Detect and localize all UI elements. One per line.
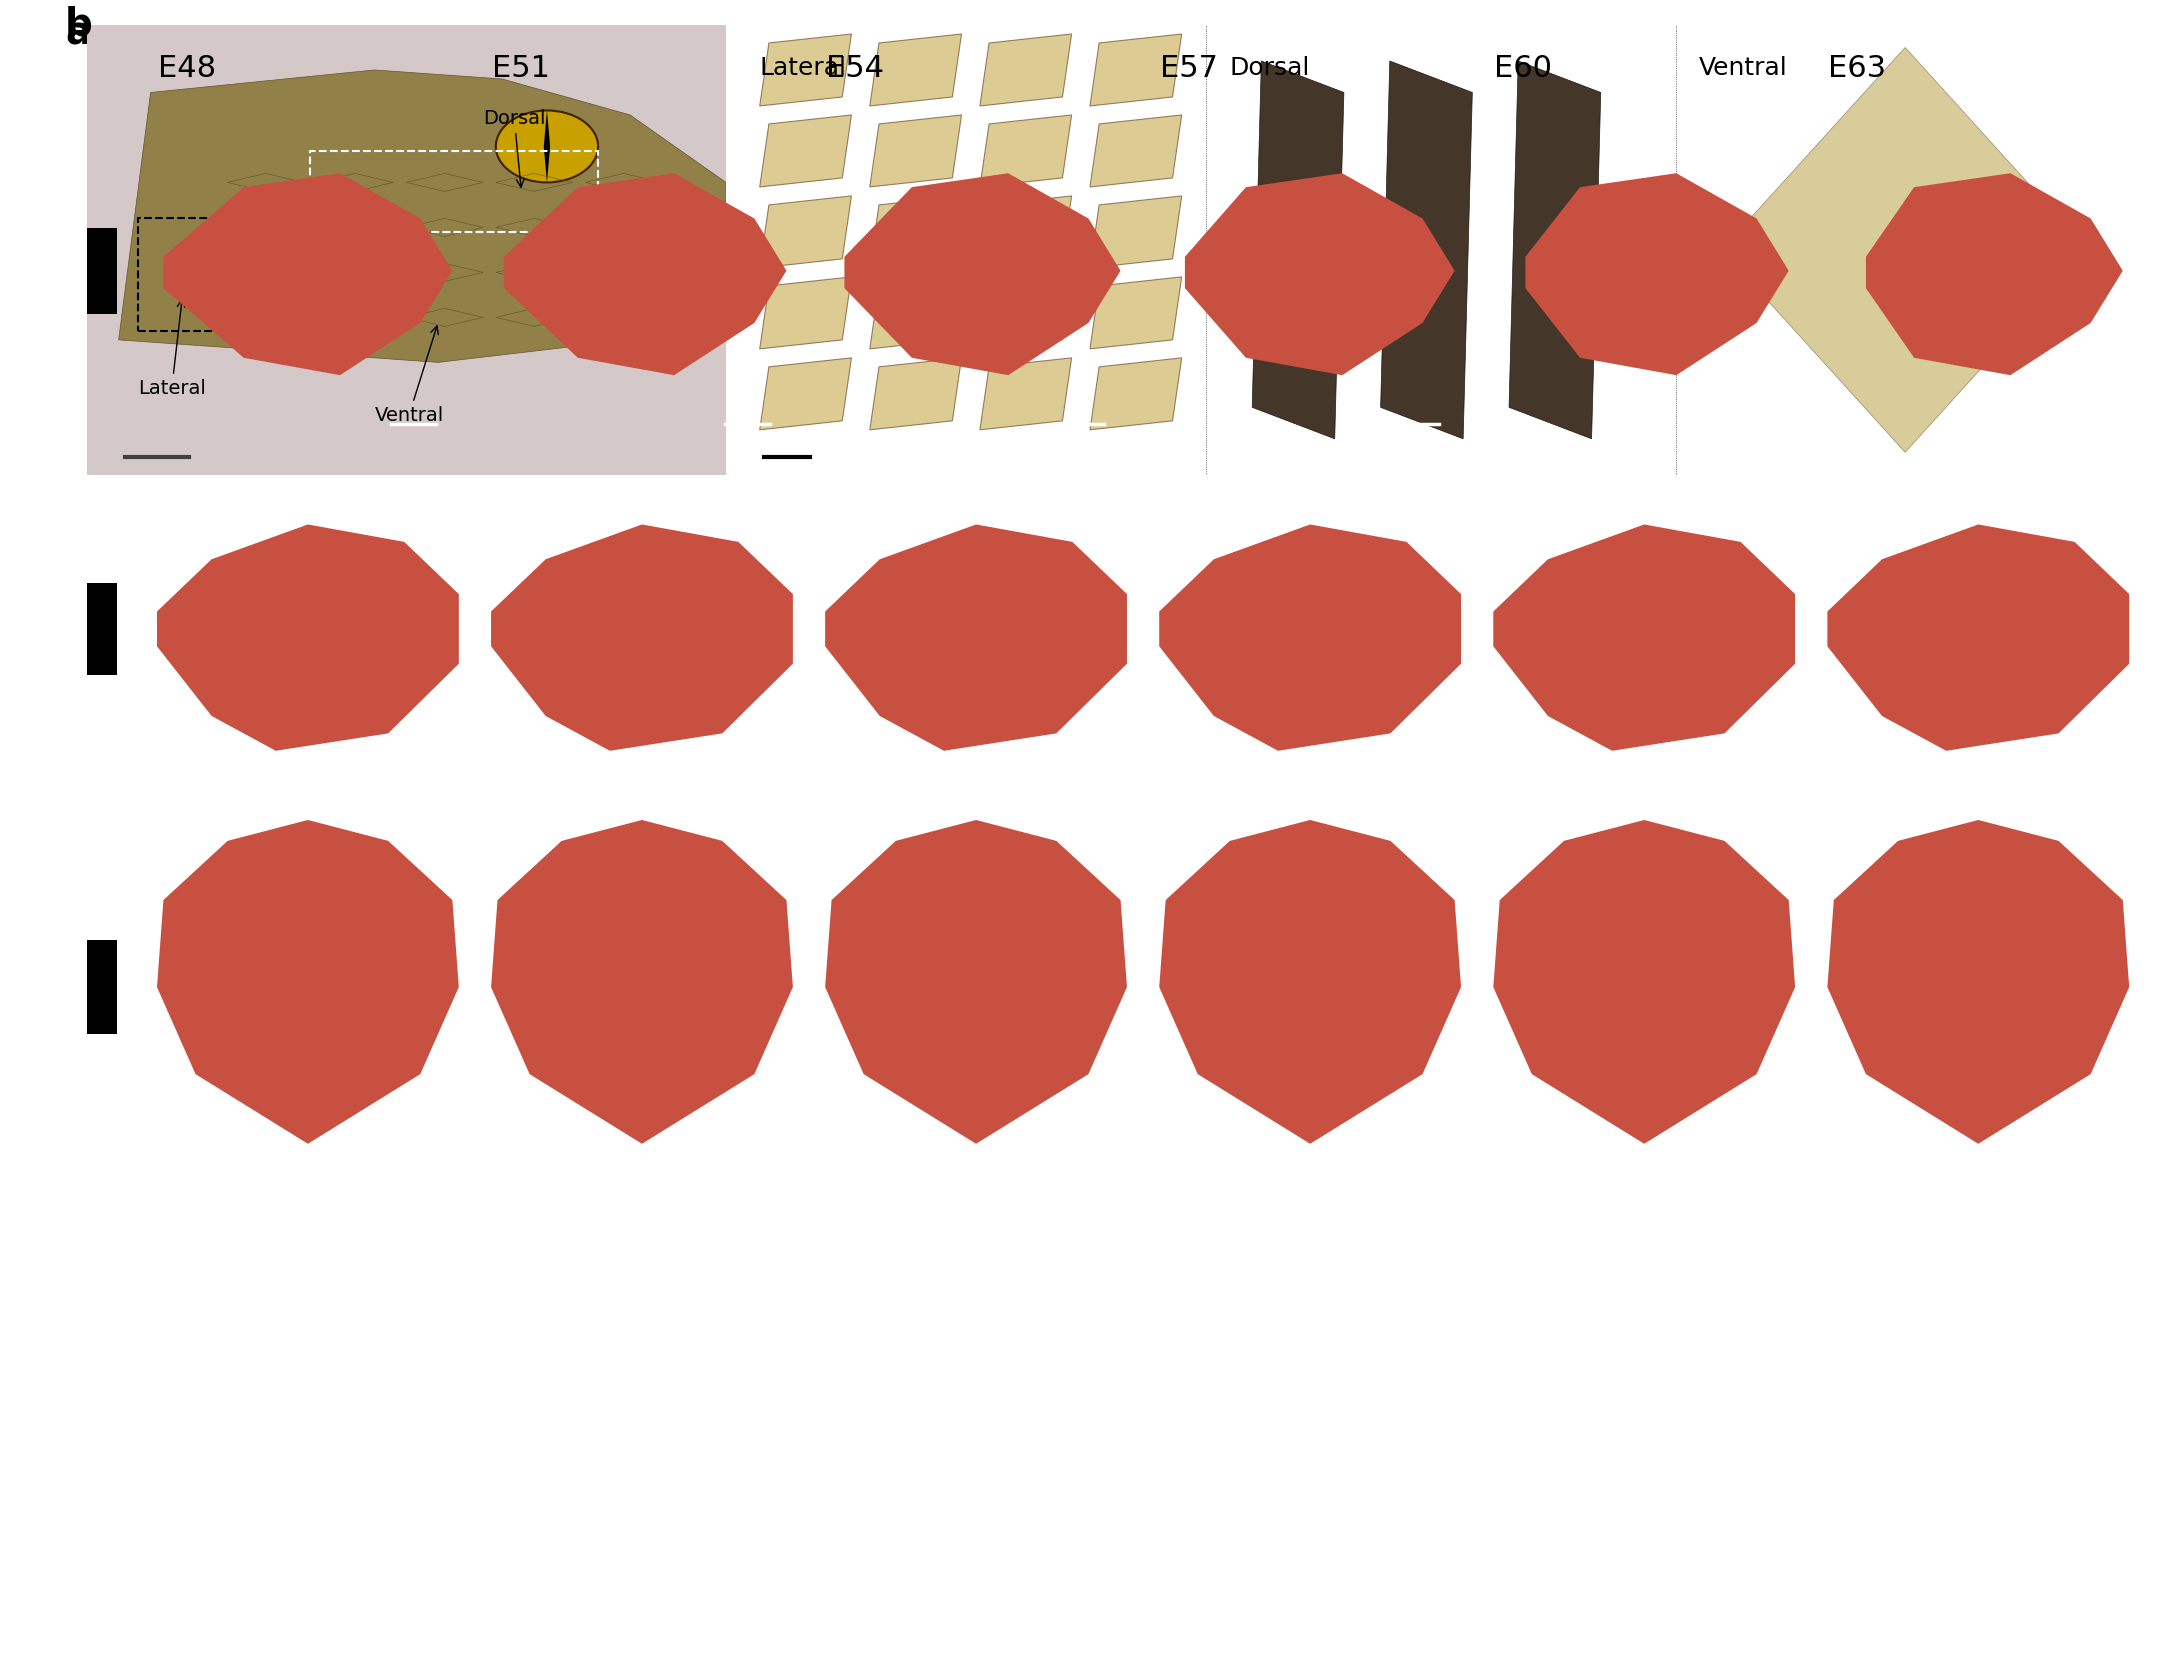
- Polygon shape: [1493, 820, 1794, 1145]
- Polygon shape: [544, 110, 550, 183]
- Polygon shape: [1253, 62, 1344, 438]
- Polygon shape: [156, 820, 459, 1145]
- Bar: [310, 152, 598, 232]
- Polygon shape: [1090, 277, 1181, 348]
- Polygon shape: [1866, 173, 2124, 375]
- Polygon shape: [1185, 173, 1454, 375]
- Polygon shape: [1159, 820, 1461, 1145]
- Polygon shape: [761, 358, 852, 430]
- Polygon shape: [163, 173, 453, 375]
- Polygon shape: [761, 197, 852, 268]
- Polygon shape: [1526, 173, 1788, 375]
- Polygon shape: [761, 277, 852, 348]
- Polygon shape: [156, 525, 459, 751]
- Text: E60: E60: [1493, 55, 1552, 83]
- Polygon shape: [826, 525, 1127, 751]
- Text: Lateral: Lateral: [139, 300, 206, 398]
- Polygon shape: [1827, 525, 2130, 751]
- Text: E51: E51: [492, 55, 550, 83]
- Polygon shape: [979, 33, 1073, 107]
- Text: Dorsal: Dorsal: [1229, 57, 1309, 80]
- Polygon shape: [761, 33, 852, 107]
- Polygon shape: [1159, 525, 1461, 751]
- Text: Dorsal: Dorsal: [89, 230, 115, 312]
- Polygon shape: [119, 70, 726, 363]
- Polygon shape: [492, 525, 793, 751]
- Bar: [139, 218, 381, 332]
- Polygon shape: [826, 820, 1127, 1145]
- Polygon shape: [979, 115, 1073, 187]
- Polygon shape: [1508, 62, 1601, 438]
- Text: E54: E54: [826, 55, 884, 83]
- Polygon shape: [1090, 197, 1181, 268]
- Polygon shape: [979, 358, 1073, 430]
- Text: Dorsal: Dorsal: [483, 108, 546, 187]
- Polygon shape: [869, 358, 962, 430]
- Polygon shape: [869, 33, 962, 107]
- Polygon shape: [869, 115, 962, 187]
- Polygon shape: [1090, 33, 1181, 107]
- Polygon shape: [845, 173, 1120, 375]
- Polygon shape: [979, 277, 1073, 348]
- Polygon shape: [1721, 48, 2089, 453]
- Polygon shape: [1493, 525, 1794, 751]
- Circle shape: [496, 110, 598, 183]
- Text: b: b: [65, 7, 93, 43]
- Text: E57: E57: [1159, 55, 1218, 83]
- Text: Lateral: Lateral: [89, 585, 115, 673]
- Polygon shape: [869, 277, 962, 348]
- Text: E63: E63: [1829, 55, 1885, 83]
- Text: a: a: [65, 15, 91, 52]
- Polygon shape: [761, 115, 852, 187]
- Text: Ventral: Ventral: [89, 943, 115, 1031]
- Polygon shape: [1090, 358, 1181, 430]
- Polygon shape: [869, 197, 962, 268]
- Polygon shape: [87, 25, 726, 475]
- Polygon shape: [505, 173, 787, 375]
- Text: Ventral: Ventral: [1699, 57, 1788, 80]
- Polygon shape: [1380, 62, 1471, 438]
- Text: Lateral: Lateral: [761, 57, 847, 80]
- Polygon shape: [492, 820, 793, 1145]
- Polygon shape: [1090, 115, 1181, 187]
- Polygon shape: [1827, 820, 2130, 1145]
- Text: Ventral: Ventral: [375, 327, 444, 425]
- Polygon shape: [979, 197, 1073, 268]
- Text: E48: E48: [158, 55, 217, 83]
